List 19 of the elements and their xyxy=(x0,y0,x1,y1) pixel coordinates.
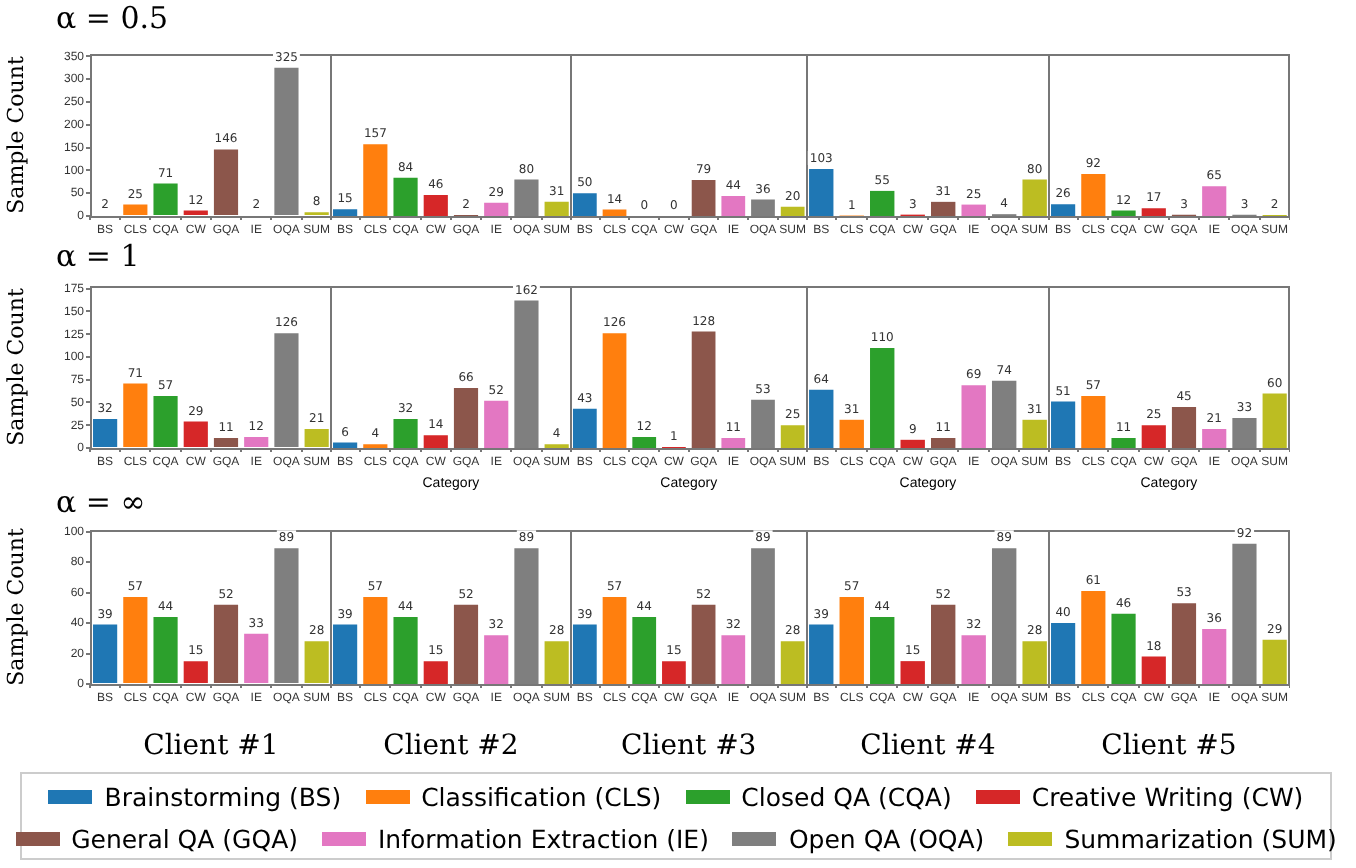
chart-title: α = 0.5 xyxy=(56,0,169,36)
x-axis-title: Client #1 xyxy=(143,730,279,763)
x-axis-title: Client #4 xyxy=(860,730,996,763)
x-axis-title: Client #2 xyxy=(383,730,519,763)
y-axis-title: Sample Count xyxy=(2,287,29,446)
y-axis-title: Sample Count xyxy=(2,527,29,686)
y-axis-title: Sample Count xyxy=(2,55,29,214)
category-label: Open QA (OQA) xyxy=(788,823,985,853)
category-label: Brainstorming (BS) xyxy=(104,781,342,811)
category-label: Closed QA (CQA) xyxy=(741,781,952,811)
category-label: Summarization (SUM) xyxy=(1064,823,1337,853)
chart-title: α = ∞ xyxy=(56,484,146,520)
category-label: Information Extraction (IE) xyxy=(378,823,709,853)
category-label: Classification (CLS) xyxy=(421,781,662,811)
chart-title: α = 1 xyxy=(56,238,140,274)
category-label: Creative Writing (CW) xyxy=(1031,781,1304,811)
x-axis-title: Client #5 xyxy=(1101,730,1237,763)
category-label: General QA (GQA) xyxy=(71,823,298,853)
x-axis-title: Client #3 xyxy=(621,730,757,763)
